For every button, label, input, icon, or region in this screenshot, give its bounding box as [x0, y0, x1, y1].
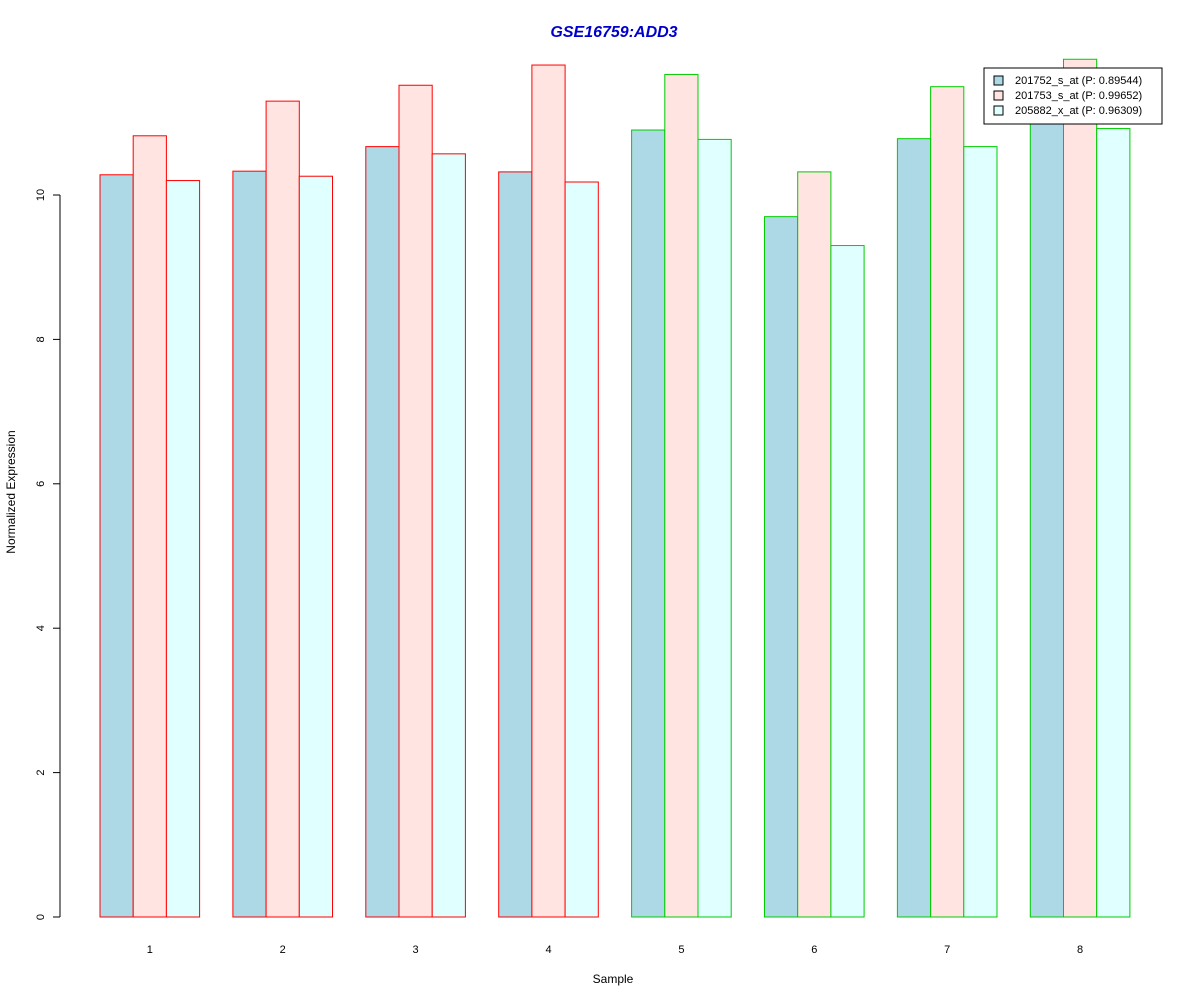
- bar-sample-2-series-2: [265, 100, 300, 918]
- y-tick-label: 0: [35, 914, 47, 920]
- chart-title: GSE16759:ADD3: [550, 24, 677, 41]
- bar-sample-5-series-2: [664, 73, 699, 918]
- bar-sample-4-series-3: [564, 181, 599, 918]
- x-axis-ticks: 1 2 3 4 5 6 7 8: [147, 944, 1083, 956]
- y-tick-label: 4: [35, 625, 47, 631]
- x-tick-label: 1: [147, 944, 153, 956]
- bar-sample-6-series-3: [830, 245, 865, 918]
- legend-swatch: [993, 90, 1004, 101]
- bars-group: [99, 58, 1131, 918]
- bar-sample-5-series-1: [631, 129, 666, 918]
- bar-sample-2-series-3: [298, 175, 333, 918]
- bar-sample-2-series-1: [232, 170, 267, 918]
- legend-entry: 201752_s_at (P: 0.89544): [1015, 75, 1142, 87]
- bar-sample-6-series-2: [797, 171, 832, 918]
- bar-sample-7-series-1: [896, 138, 932, 918]
- bar-sample-5-series-3: [697, 138, 732, 918]
- legend-entry: 201753_s_at (P: 0.99652): [1015, 90, 1142, 102]
- legend-swatch: [993, 75, 1004, 86]
- bar-sample-8-series-3: [1096, 128, 1131, 918]
- bar-sample-4-series-1: [498, 171, 533, 918]
- bar-sample-1-series-3: [165, 180, 201, 918]
- x-tick-label: 7: [944, 944, 950, 956]
- x-tick-label: 5: [678, 944, 684, 956]
- bar-sample-7-series-2: [930, 86, 965, 918]
- legend-entry: 205882_x_at (P: 0.96309): [1015, 105, 1142, 117]
- y-axis-label: Normalized Expression: [4, 430, 18, 553]
- bar-sample-3-series-1: [365, 146, 400, 918]
- x-axis-label: Sample: [593, 972, 634, 986]
- bar-sample-1-series-1: [99, 174, 134, 918]
- bar-sample-7-series-3: [963, 146, 998, 918]
- bar-sample-4-series-2: [531, 64, 566, 918]
- y-axis: 0 2 4 6 8 10: [35, 189, 61, 920]
- x-tick-label: 3: [413, 944, 419, 956]
- bar-sample-1-series-2: [132, 135, 167, 918]
- x-tick-label: 4: [545, 944, 551, 956]
- bar-sample-3-series-3: [431, 153, 466, 918]
- y-tick-label: 10: [35, 189, 47, 201]
- y-tick-label: 8: [35, 336, 47, 342]
- bar-sample-8-series-1: [1029, 122, 1065, 918]
- bar-sample-8-series-2: [1063, 58, 1098, 918]
- bar-sample-6-series-1: [764, 216, 799, 918]
- x-tick-label: 2: [280, 944, 286, 956]
- y-tick-label: 6: [35, 481, 47, 487]
- x-tick-label: 8: [1077, 944, 1083, 956]
- bar-sample-3-series-2: [398, 84, 433, 918]
- legend-box: [983, 67, 1163, 125]
- y-tick-label: 2: [35, 770, 47, 776]
- legend-swatch: [993, 105, 1004, 116]
- legend: 201752_s_at (P: 0.89544) 201753_s_at (P: …: [983, 67, 1163, 125]
- x-tick-label: 6: [811, 944, 817, 956]
